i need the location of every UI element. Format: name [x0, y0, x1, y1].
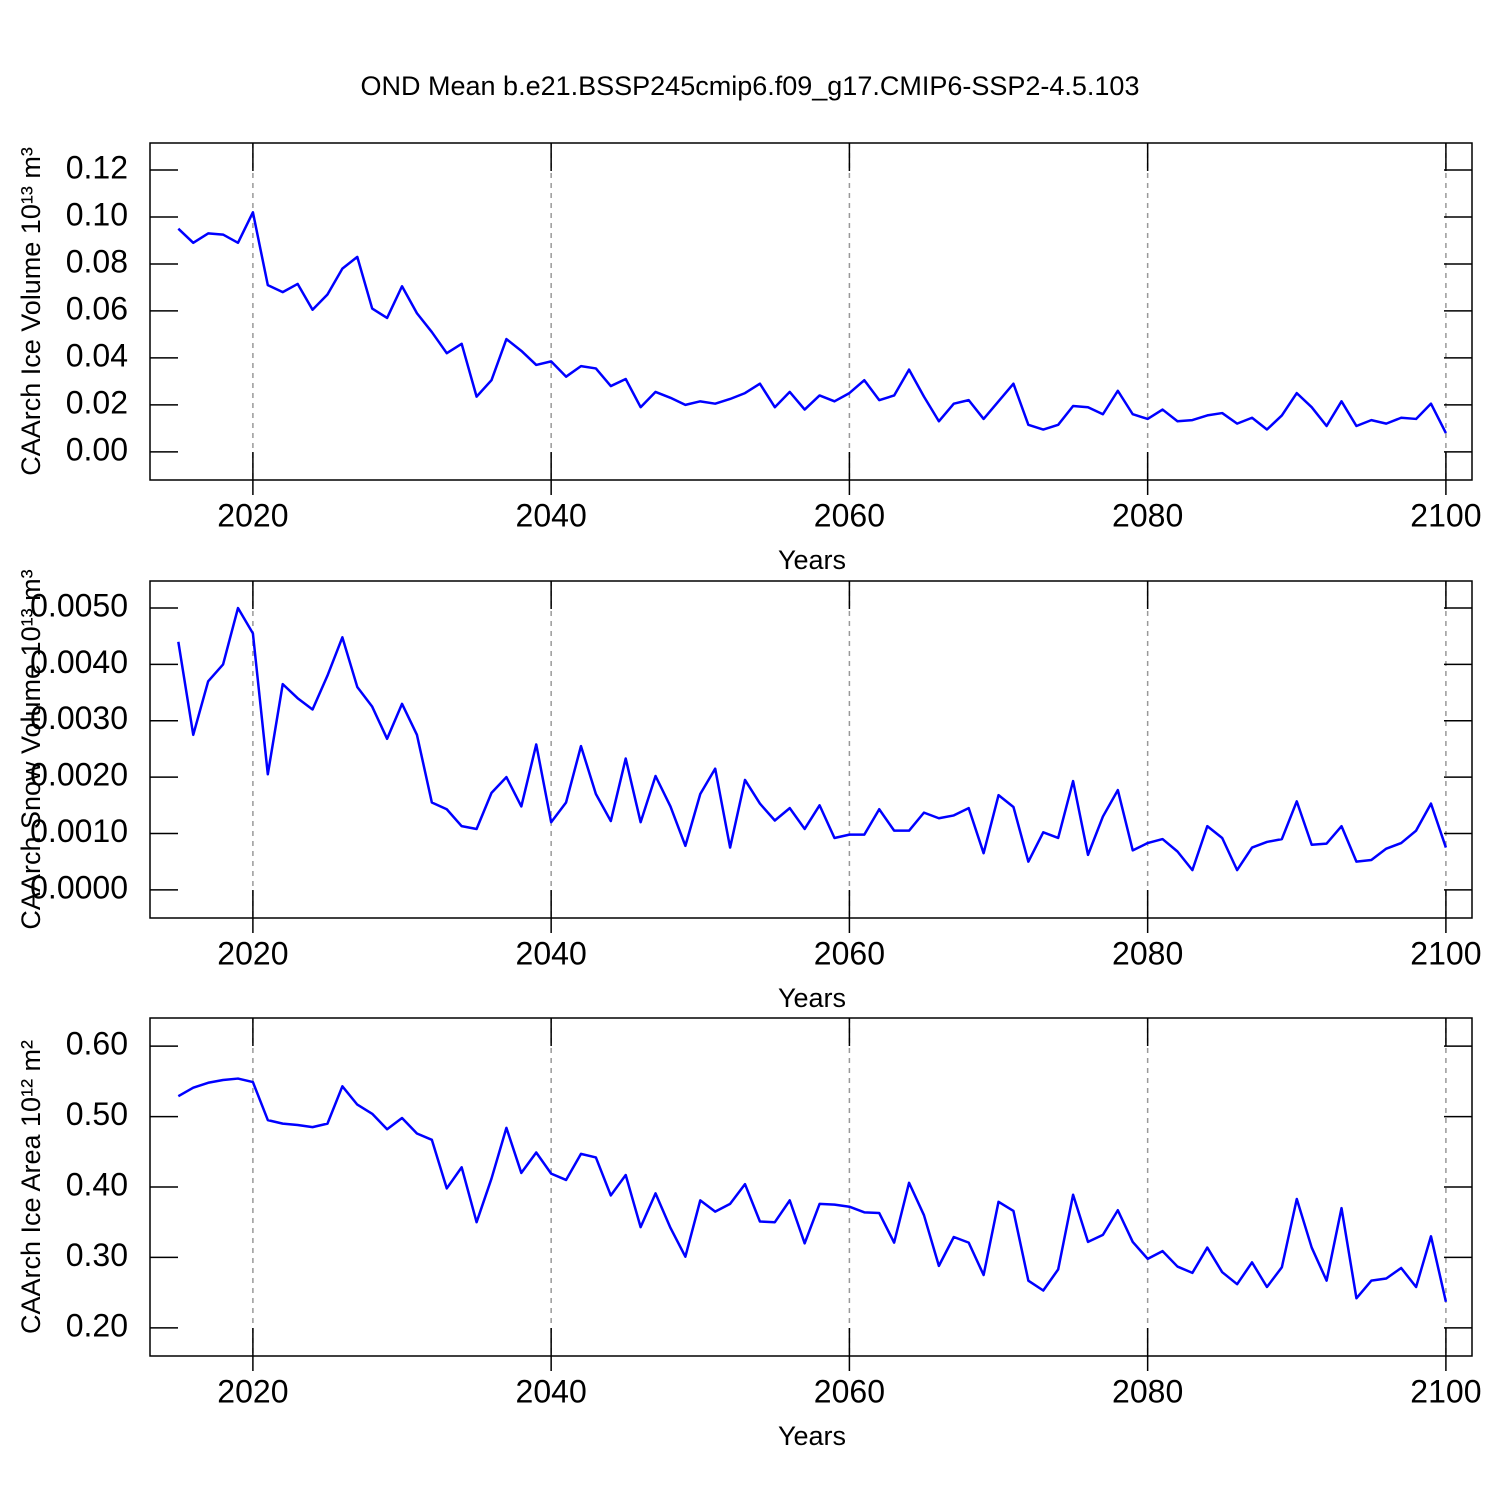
y-tick-label: 0.08 — [66, 243, 128, 279]
y-tick-label: 0.0030 — [30, 700, 128, 736]
x-tick-label: 2020 — [217, 1373, 288, 1409]
y-tick-label: 0.0050 — [30, 588, 128, 624]
y-tick-label: 0.30 — [66, 1237, 128, 1273]
y-tick-label: 0.0020 — [30, 757, 128, 793]
x-axis-label: Years — [778, 1421, 846, 1451]
plot-frame — [149, 580, 1473, 919]
x-tick-label: 2040 — [516, 935, 587, 971]
y-axis-label: CAArch Ice Volume 10¹³ m³ — [16, 147, 46, 476]
x-tick-label: 2020 — [217, 935, 288, 971]
y-tick-label: 0.20 — [66, 1307, 128, 1343]
x-tick-label: 2060 — [814, 1373, 885, 1409]
x-tick-label: 2080 — [1112, 497, 1183, 533]
x-tick-label: 2080 — [1112, 935, 1183, 971]
data-line — [177, 1077, 1448, 1303]
x-axis-label: Years — [778, 983, 846, 1013]
x-tick-label: 2060 — [814, 935, 885, 971]
figure-title: OND Mean b.e21.BSSP245cmip6.f09_g17.CMIP… — [361, 71, 1140, 101]
y-tick-label: 0.12 — [66, 149, 128, 185]
x-tick-label: 2100 — [1410, 935, 1481, 971]
y-tick-label: 0.0010 — [30, 813, 128, 849]
plot-frame — [149, 142, 1473, 481]
x-axis-label: Years — [778, 545, 846, 575]
y-tick-label: 0.10 — [66, 196, 128, 232]
x-tick-label: 2100 — [1410, 497, 1481, 533]
data-line — [177, 606, 1448, 872]
y-tick-label: 0.50 — [66, 1096, 128, 1132]
x-tick-label: 2080 — [1112, 1373, 1183, 1409]
x-tick-label: 2060 — [814, 497, 885, 533]
y-tick-label: 0.02 — [66, 384, 128, 420]
y-tick-label: 0.60 — [66, 1026, 128, 1062]
data-line — [177, 211, 1448, 434]
y-tick-label: 0.00 — [66, 431, 128, 467]
x-tick-label: 2020 — [217, 497, 288, 533]
y-axis-label: CAArch Snow Volume 10¹³ m³ — [16, 569, 46, 929]
x-tick-label: 2040 — [516, 1373, 587, 1409]
y-tick-label: 0.40 — [66, 1166, 128, 1202]
x-tick-label: 2040 — [516, 497, 587, 533]
y-tick-label: 0.0000 — [30, 869, 128, 905]
y-tick-label: 0.06 — [66, 290, 128, 326]
y-axis-label: CAArch Ice Area 10¹² m² — [16, 1040, 46, 1334]
plot-frame — [149, 1017, 1473, 1357]
x-tick-label: 2100 — [1410, 1373, 1481, 1409]
y-tick-label: 0.04 — [66, 337, 128, 373]
y-tick-label: 0.0040 — [30, 644, 128, 680]
